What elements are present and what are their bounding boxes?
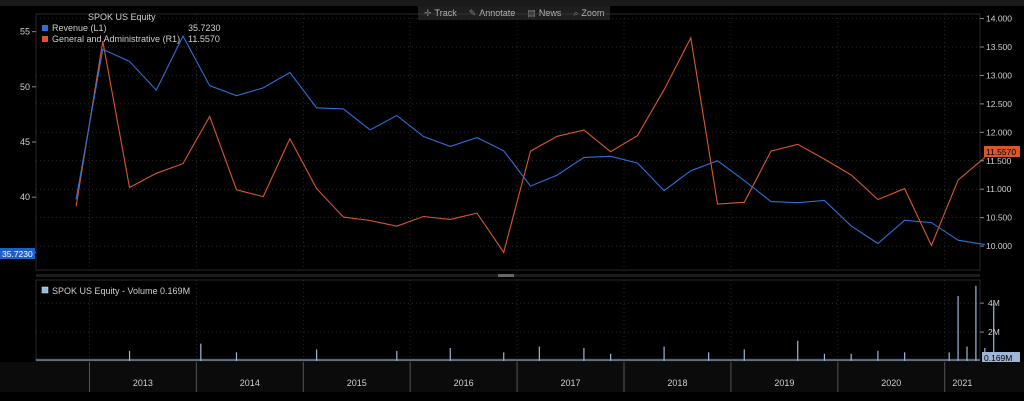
track-button[interactable]: ✛ Track bbox=[424, 7, 457, 19]
chart-toolbar: ✛ Track ✎ Annotate ▤ News ⌕ Zoom bbox=[418, 6, 611, 20]
legend: SPOK US Equity Revenue (L1) 35.7230 Gene… bbox=[42, 12, 221, 44]
main-grid bbox=[35, 13, 981, 271]
volume-legend-label: SPOK US Equity - Volume 0.169M bbox=[52, 286, 190, 296]
news-icon: ▤ bbox=[527, 7, 536, 18]
volume-last-value: 0.169M bbox=[984, 353, 1012, 363]
left-tick-label: 45 bbox=[20, 137, 30, 147]
x-tick-label: 2018 bbox=[667, 378, 687, 388]
left-tick-label: 50 bbox=[20, 82, 30, 92]
x-tick-label: 2017 bbox=[561, 378, 581, 388]
pencil-icon: ✎ bbox=[468, 7, 477, 18]
right-axis: 10.000 10.500 11.000 11.500 12.000 12.500 13.0… bbox=[980, 14, 1012, 251]
x-tick-label: 2019 bbox=[774, 378, 794, 388]
right-tick-label: 12.000 bbox=[986, 127, 1012, 137]
volume-tick-label: 4M bbox=[988, 298, 1000, 308]
x-axis: 2013 2014 2015 2016 2017 2018 2019 2020 2021 bbox=[0, 362, 1024, 392]
right-tick-label: 13.500 bbox=[986, 42, 1012, 52]
legend-swatch-volume bbox=[41, 286, 49, 294]
legend-label-revenue: Revenue (L1) bbox=[52, 23, 107, 33]
volume-axis: 2M 4M bbox=[980, 298, 1000, 337]
volume-last-value-tag bbox=[982, 352, 1020, 363]
magnifier-icon: ⌕ bbox=[573, 7, 579, 18]
crosshair-icon: ✛ bbox=[424, 7, 432, 18]
right-tick-label: 12.500 bbox=[986, 99, 1012, 109]
volume-baseline-area bbox=[36, 358, 980, 361]
right-tick-label: 14.000 bbox=[986, 14, 1012, 24]
news-button[interactable]: ▤ News bbox=[527, 7, 562, 19]
right-tick-label: 13.000 bbox=[986, 70, 1012, 80]
left-axis: 3540455055 bbox=[20, 27, 36, 257]
x-tick-label: 2016 bbox=[454, 378, 474, 388]
ga-last-value-tag bbox=[984, 146, 1020, 157]
top-menu-strip bbox=[0, 0, 1024, 6]
right-tick-label: 11.500 bbox=[986, 156, 1012, 166]
revenue-last-value: 35.7230 bbox=[2, 249, 33, 259]
x-tick-label: 2015 bbox=[347, 378, 367, 388]
volume-bars bbox=[36, 285, 995, 361]
volume-tick-label: 2M bbox=[988, 327, 1000, 337]
legend-value-revenue: 35.7230 bbox=[188, 23, 221, 33]
x-tick-label: 2014 bbox=[240, 378, 260, 388]
main-plot-frame bbox=[35, 13, 981, 271]
ga-series-line bbox=[75, 36, 986, 254]
zoom-button[interactable]: ⌕ Zoom bbox=[573, 7, 605, 19]
x-axis-band bbox=[0, 362, 1024, 392]
right-tick-label: 10.500 bbox=[986, 213, 1012, 223]
legend-value-ga: 11.5570 bbox=[188, 34, 220, 44]
legend-swatch-ga bbox=[42, 36, 48, 42]
series-lines bbox=[75, 34, 986, 254]
revenue-series-line bbox=[75, 34, 985, 246]
right-tick-label: 10.000 bbox=[986, 241, 1012, 251]
legend-swatch-revenue bbox=[42, 25, 48, 31]
x-tick-label: 2021 bbox=[952, 378, 972, 388]
chart-title: SPOK US Equity bbox=[88, 12, 156, 22]
legend-label-ga: General and Administrative (R1) bbox=[52, 34, 180, 44]
ga-last-value: 11.5570 bbox=[986, 147, 1016, 157]
pane-resize-handle[interactable] bbox=[498, 274, 514, 277]
annotate-button[interactable]: ✎ Annotate bbox=[468, 7, 516, 19]
x-tick-label: 2013 bbox=[133, 378, 153, 388]
revenue-last-value-tag bbox=[0, 248, 35, 259]
right-tick-label: 11.000 bbox=[986, 184, 1012, 194]
left-tick-label: 40 bbox=[20, 192, 30, 202]
left-tick-label: 55 bbox=[20, 27, 30, 37]
x-tick-label: 2020 bbox=[881, 378, 901, 388]
